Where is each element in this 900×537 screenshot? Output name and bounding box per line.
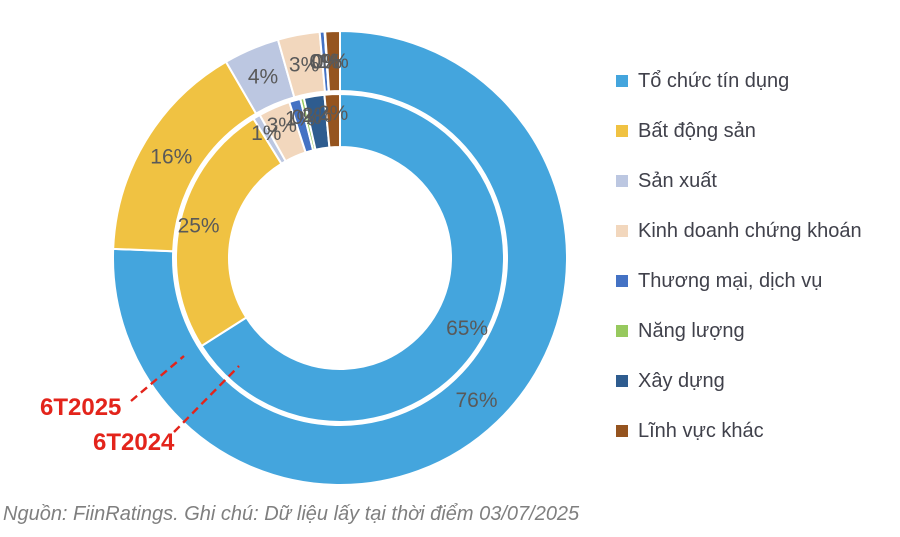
data-label-6T2025-1: 76%: [455, 389, 497, 412]
legend-label: Bất động sản: [638, 119, 756, 142]
leader-line-6T2024: [173, 365, 240, 433]
data-label-6T2025-4: 3%: [289, 53, 319, 76]
legend-item-5: Thương mại, dịch vụ: [616, 256, 862, 306]
data-label-6T2025-2: 16%: [150, 145, 192, 168]
data-label-6T2024-8: 2%: [318, 102, 348, 125]
legend-label: Xây dựng: [638, 369, 725, 392]
legend-swatch-icon: [616, 325, 628, 337]
legend-item-4: Kinh doanh chứng khoán: [616, 206, 862, 256]
slice-6T2025-1: [112, 29, 568, 486]
callout-6T2024: 6T2024: [93, 429, 175, 456]
legend-swatch-icon: [616, 425, 628, 437]
data-label-6T2024-5: 1%: [285, 108, 315, 131]
legend-swatch-icon: [616, 225, 628, 237]
data-label-6T2025-8: 1%: [318, 50, 348, 73]
legend-swatch-icon: [616, 275, 628, 287]
legend-item-2: Bất động sản: [616, 106, 862, 156]
data-label-6T2024-6: 0%: [291, 106, 321, 129]
legend-swatch-icon: [616, 375, 628, 387]
slice-6T2025-8: [324, 29, 341, 93]
data-label-6T2025-5: 0%: [309, 51, 339, 74]
legend-item-7: Xây dựng: [616, 356, 862, 406]
legend-item-8: Lĩnh vực khác: [616, 406, 862, 456]
legend-item-1: Tổ chức tín dụng: [616, 56, 862, 106]
data-label-6T2025-7: 0%: [312, 50, 342, 73]
legend-label: Kinh doanh chứng khoán: [638, 219, 862, 242]
source-note: Nguồn: FiinRatings. Ghi chú: Dữ liệu lấy…: [3, 503, 580, 525]
callout-6T2025: 6T2025: [40, 394, 122, 421]
data-label-6T2024-7: 2%: [302, 104, 332, 127]
legend-swatch-icon: [616, 75, 628, 87]
donut-chart: 65%25%1%3%1%0%2%2%76%16%4%3%0%0%0%1%: [112, 29, 568, 486]
data-label-6T2024-4: 3%: [267, 114, 297, 137]
legend-swatch-icon: [616, 175, 628, 187]
slice-6T2024-1: [200, 92, 505, 423]
legend-label: Năng lượng: [638, 319, 745, 342]
legend-label: Tổ chức tín dụng: [638, 69, 790, 92]
legend-label: Sản xuất: [638, 169, 717, 192]
data-label-6T2024-1: 65%: [446, 317, 488, 340]
chart-legend: Tổ chức tín dụng Bất động sản Sản xuất Kinh…: [616, 56, 862, 456]
legend-label: Lĩnh vực khác: [638, 419, 764, 442]
leader-line-6T2025: [130, 355, 185, 402]
data-label-6T2025-3: 4%: [248, 66, 278, 89]
data-label-6T2024-2: 25%: [178, 215, 220, 238]
data-label-6T2025-6: 0%: [312, 50, 342, 73]
legend-label: Thương mại, dịch vụ: [638, 269, 823, 292]
legend-item-3: Sản xuất: [616, 156, 862, 206]
slice-6T2024-2: [175, 117, 283, 348]
data-label-6T2024-3: 1%: [251, 122, 281, 145]
legend-item-6: Năng lượng: [616, 306, 862, 356]
slice-6T2024-8: [323, 92, 341, 149]
legend-swatch-icon: [616, 125, 628, 137]
